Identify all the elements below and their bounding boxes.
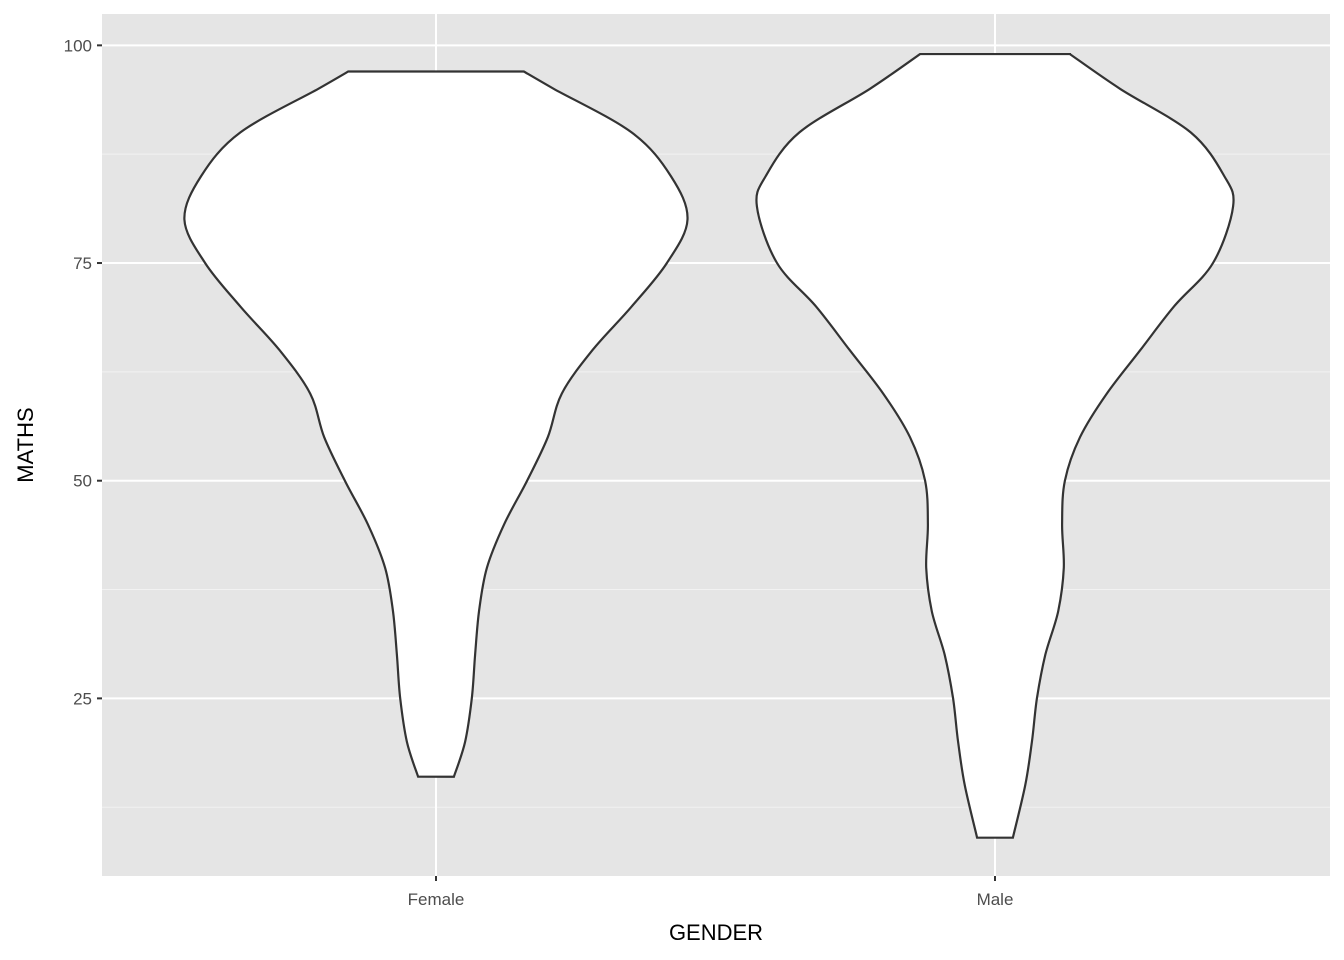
- y-tick-label: 25: [73, 689, 92, 708]
- violins: [183, 52, 1235, 839]
- x-axis-title: GENDER: [669, 920, 763, 945]
- violin-female: [183, 70, 689, 778]
- y-tick-label: 75: [73, 254, 92, 273]
- y-tick-label: 50: [73, 472, 92, 491]
- x-tick-label: Female: [408, 890, 465, 909]
- violin-male: [755, 52, 1235, 839]
- y-axis-title: MATHS: [13, 407, 38, 482]
- y-tick-label: 100: [64, 36, 92, 55]
- x-tick-label: Male: [977, 890, 1014, 909]
- axes: 25 50 75 100 Female Male: [64, 36, 1014, 909]
